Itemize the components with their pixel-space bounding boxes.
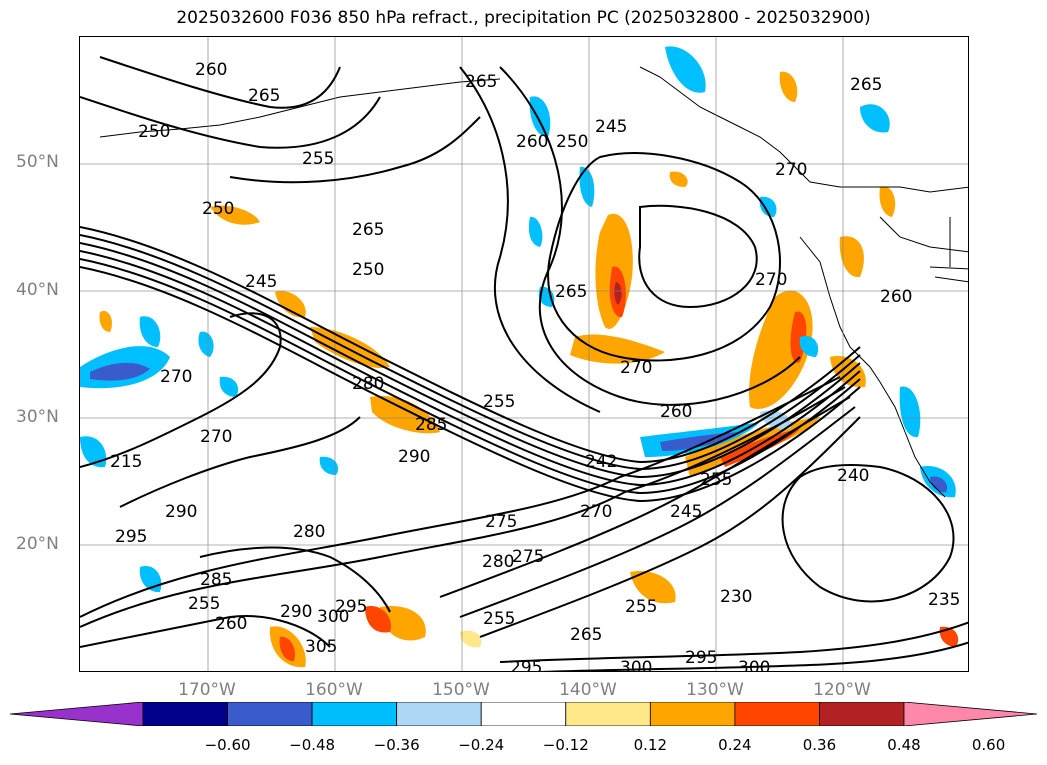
contour-label: 265 xyxy=(555,282,587,302)
contour-label: 255 xyxy=(188,594,220,614)
contour-label: 255 xyxy=(483,392,515,412)
contour-label: 235 xyxy=(928,590,960,610)
contour-label: 245 xyxy=(670,502,702,522)
colorbar-tick-label: −0.60 xyxy=(204,736,251,754)
contour-label: 270 xyxy=(775,160,807,180)
contour-label: 250 xyxy=(352,260,384,280)
contour-label: 270 xyxy=(160,367,192,387)
contour-label: 215 xyxy=(110,452,142,472)
contour-label: 280 xyxy=(293,522,325,542)
contour-label: 285 xyxy=(200,570,232,590)
colorbar-segment xyxy=(819,702,905,726)
contour-label: 280 xyxy=(482,552,514,572)
contour-label: 260 xyxy=(195,60,227,80)
contour-label: 270 xyxy=(580,502,612,522)
contour-label: 285 xyxy=(415,415,447,435)
contour-label: 280 xyxy=(352,374,384,394)
contour-label: 265 xyxy=(570,625,602,645)
contour-label: 305 xyxy=(305,637,337,657)
contour-label: 255 xyxy=(625,597,657,617)
contour-labels: 260 265 250 255 250 265 250 245 265 260 … xyxy=(110,60,960,672)
contour-label: 290 xyxy=(398,447,430,467)
colorbar-tick-label: 0.48 xyxy=(887,736,921,754)
contour-label: 265 xyxy=(352,220,384,240)
contour-label: 300 xyxy=(317,607,349,627)
colorbar-tick-label: −0.24 xyxy=(458,736,505,754)
contour-label: 250 xyxy=(556,132,588,152)
grid-lines xyxy=(80,37,968,671)
lon-label-140w: 140°W xyxy=(559,680,617,700)
map-canvas: 260 265 250 255 250 265 250 245 265 260 … xyxy=(80,37,968,672)
lon-label-160w: 160°W xyxy=(305,680,363,700)
colorbar xyxy=(10,702,1037,726)
contour-label: 300 xyxy=(738,658,770,672)
contour-label: 260 xyxy=(215,614,247,634)
colorbar-tick-label: −0.48 xyxy=(289,736,336,754)
contour-label: 230 xyxy=(720,587,752,607)
contour-label: 295 xyxy=(115,527,147,547)
contour-label: 260 xyxy=(880,287,912,307)
contour-label: 245 xyxy=(245,272,277,292)
contour-label: 250 xyxy=(138,122,170,142)
lon-label-150w: 150°W xyxy=(432,680,490,700)
contour-label: 275 xyxy=(512,547,544,567)
negative-anomaly-patches xyxy=(80,46,956,593)
colorbar-segment xyxy=(396,702,482,726)
colorbar-segment xyxy=(649,702,736,726)
contour-label: 265 xyxy=(465,72,497,92)
contour-label: 295 xyxy=(685,648,717,668)
contour-label: 275 xyxy=(485,512,517,532)
colorbar-cells xyxy=(10,702,1037,726)
plot-title: 2025032600 F036 850 hPa refract., precip… xyxy=(176,8,871,28)
colorbar-tick-label: −0.36 xyxy=(373,736,420,754)
contour-label: 260 xyxy=(660,402,692,422)
colorbar-segment xyxy=(227,702,313,726)
contour-label: 265 xyxy=(850,75,882,95)
colorbar-tick-label: 0.12 xyxy=(633,736,668,754)
lat-label-20n: 20°N xyxy=(16,534,59,554)
lat-label-40n: 40°N xyxy=(16,280,59,300)
refractivity-contours xyxy=(80,56,968,671)
contour-label: 290 xyxy=(165,502,197,522)
contour-label: 265 xyxy=(248,86,280,106)
colorbar-segment xyxy=(142,702,228,726)
lon-label-120w: 120°W xyxy=(813,680,871,700)
positive-anomaly-patches xyxy=(99,71,959,668)
colorbar-tick-label: −0.12 xyxy=(542,736,589,754)
contour-label: 270 xyxy=(755,270,787,290)
colorbar-segment xyxy=(311,702,398,726)
lat-label-50n: 50°N xyxy=(16,152,59,172)
lon-label-170w: 170°W xyxy=(178,680,236,700)
lon-label-130w: 130°W xyxy=(686,680,744,700)
contour-label: 270 xyxy=(200,427,232,447)
colorbar-max-extend xyxy=(903,702,1037,726)
contour-label: 255 xyxy=(483,609,515,629)
colorbar-tick-label: 0.36 xyxy=(802,736,837,754)
colorbar-tick-label: 0.60 xyxy=(971,736,1006,754)
contour-label: 300 xyxy=(620,658,652,672)
contour-label: 255 xyxy=(302,149,334,169)
contour-label: 260 xyxy=(516,132,548,152)
contour-label: 245 xyxy=(595,117,627,137)
lat-label-30n: 30°N xyxy=(16,407,59,427)
contour-label: 295 xyxy=(510,658,542,672)
contour-label: 240 xyxy=(837,466,869,486)
colorbar-tick-label: 0.24 xyxy=(718,736,752,754)
contour-label: 270 xyxy=(620,358,652,378)
colorbar-segment xyxy=(734,702,820,726)
contour-label: 295 xyxy=(335,597,367,617)
contour-label: 255 xyxy=(700,470,732,490)
colorbar-min-extend xyxy=(10,702,144,726)
colorbar-segment xyxy=(565,702,651,726)
contour-label: 290 xyxy=(280,602,312,622)
colorbar-segment xyxy=(480,702,567,726)
map-panel: 260 265 250 255 250 265 250 245 265 260 … xyxy=(79,36,969,672)
shading-layer xyxy=(80,46,959,668)
contour-label: 250 xyxy=(202,199,234,219)
contour-label: 242 xyxy=(585,452,617,472)
coastlines xyxy=(99,66,968,498)
